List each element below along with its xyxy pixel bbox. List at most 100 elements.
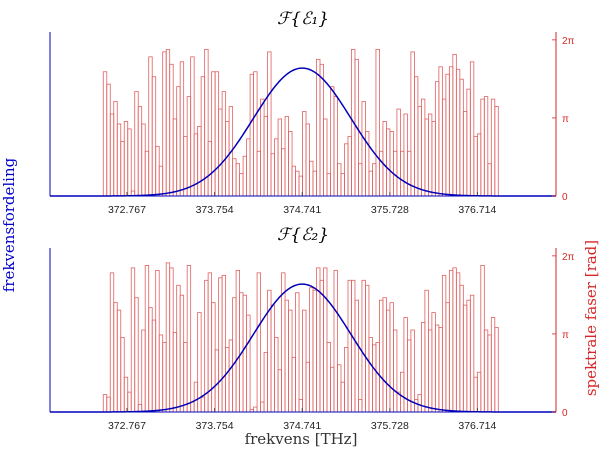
phase-bar <box>211 71 216 197</box>
phase-bar <box>326 173 331 197</box>
phase-bar <box>162 342 167 413</box>
phase-bar <box>130 267 136 413</box>
phase-bar <box>148 56 153 197</box>
phase-bar <box>434 324 440 413</box>
phase-bar <box>382 121 387 197</box>
phase-bar <box>354 299 359 413</box>
phase-bar <box>445 302 450 413</box>
phase-bar <box>452 53 457 197</box>
phase-bar <box>165 262 171 413</box>
x-tick-label: 372.767 <box>108 420 146 432</box>
phase-bar <box>441 274 447 413</box>
phase-bar <box>347 135 352 197</box>
phase-bar <box>176 86 181 197</box>
phase-bar <box>459 78 464 197</box>
phase-bar <box>235 269 241 413</box>
right-y-tick-label: 2π <box>562 252 575 263</box>
phase-bar <box>190 56 195 197</box>
phase-bar <box>330 366 335 413</box>
phase-bar <box>270 304 275 413</box>
phase-bar <box>158 334 164 413</box>
phase-bar <box>270 153 275 197</box>
phase-bar <box>344 346 349 413</box>
phase-bar <box>386 309 391 413</box>
phase-bar <box>218 277 223 413</box>
phase-bar <box>109 272 115 413</box>
phase-bar <box>434 81 440 197</box>
right-y-tick-label: 0 <box>562 408 568 419</box>
phase-bar <box>291 165 296 197</box>
phase-bar <box>193 381 199 413</box>
x-tick-label: 374.741 <box>283 204 321 216</box>
phase-bar <box>483 96 489 197</box>
phase-bar <box>186 264 192 413</box>
phase-bar <box>116 123 122 197</box>
phase-bar <box>214 71 220 197</box>
phase-bar <box>494 106 499 197</box>
phase-bar <box>256 272 261 413</box>
phase-bar <box>375 48 380 197</box>
subplot-title: ℱ{ℰ₂} <box>277 225 329 245</box>
phase-bar <box>221 91 227 197</box>
phase-bar <box>256 150 261 197</box>
phase-bar <box>389 130 394 197</box>
phase-bar <box>102 71 108 197</box>
phase-bar <box>340 173 345 197</box>
phase-bar <box>476 133 482 197</box>
phase-bar <box>400 150 405 197</box>
phase-bar <box>113 302 118 413</box>
phase-bar <box>263 351 268 413</box>
phase-bar <box>148 307 153 413</box>
phase-bar <box>155 269 160 413</box>
phase-bar <box>134 297 139 413</box>
phase-bar <box>302 111 307 197</box>
phase-bar <box>431 121 436 197</box>
phase-bar <box>379 299 384 413</box>
phase-bar <box>372 163 377 197</box>
phase-bar <box>169 267 174 413</box>
phase-bar <box>158 165 164 197</box>
phase-bar <box>351 279 356 413</box>
phase-bar <box>127 128 132 197</box>
phase-bar <box>375 342 380 413</box>
phase-bar <box>214 349 220 413</box>
phase-bar <box>424 118 429 197</box>
phase-bar <box>127 391 132 413</box>
phase-bar <box>441 98 447 197</box>
phase-bar <box>386 128 391 197</box>
phase-bar <box>134 91 139 197</box>
phase-bar <box>340 381 345 413</box>
phase-bar <box>123 121 129 197</box>
phase-bar <box>291 356 296 413</box>
x-tick-label: 373.754 <box>196 420 234 432</box>
phase-bar <box>305 361 310 413</box>
phase-bar <box>413 76 419 197</box>
phase-bar <box>218 108 223 197</box>
bottom-subplot: ℱ{ℰ₂} 372.767 373.754 374.741 375.728 376.714… <box>49 225 575 432</box>
phase-bar <box>347 279 352 413</box>
phase-bar <box>396 108 401 197</box>
x-tick-label: 373.754 <box>196 204 234 216</box>
phase-bar <box>183 135 188 197</box>
phase-bar <box>333 96 338 197</box>
phase-bar <box>302 309 307 413</box>
phase-bar <box>452 267 457 413</box>
phase-bar <box>473 376 478 413</box>
phase-bar <box>120 140 125 197</box>
phase-bar <box>277 118 282 197</box>
left-y-axis-label: frekvensfordeling <box>0 157 18 292</box>
top-subplot: ℱ{ℰ₁} 372.767 373.754 374.741 375.728 376.714… <box>49 9 575 216</box>
phase-bar <box>424 289 429 413</box>
phase-bar <box>225 346 230 413</box>
phase-bar <box>274 138 279 197</box>
phase-bar <box>120 337 125 413</box>
phase-bar <box>102 394 108 413</box>
phase-bar <box>445 73 450 197</box>
phase-bar <box>197 126 202 197</box>
phase-bar <box>193 133 199 197</box>
phase-bar <box>393 329 398 413</box>
x-axis-label: frekvens [THz] <box>245 430 358 448</box>
phase-bar <box>288 309 293 413</box>
phase-bar <box>410 329 415 413</box>
